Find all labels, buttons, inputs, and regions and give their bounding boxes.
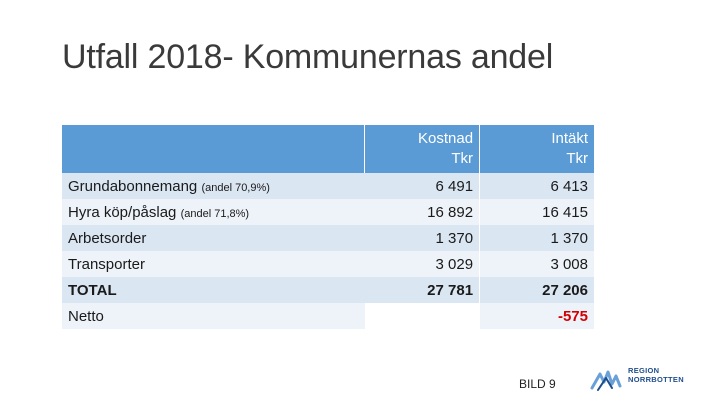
netto-intakt: -575: [480, 303, 594, 329]
row-intakt: 3 008: [480, 251, 594, 277]
row-label-text: Transporter: [68, 255, 145, 273]
table-row: Hyra köp/påslag (andel 71,8%) 16 892 16 …: [62, 199, 594, 225]
header-label-cell: [62, 125, 366, 173]
slide-title: Utfall 2018- Kommunernas andel: [62, 38, 554, 76]
row-kostnad: 1 370: [365, 225, 481, 251]
header-kostnad: Kostnad Tkr: [365, 125, 481, 173]
header-intakt-line2: Tkr: [566, 150, 588, 167]
results-table: Kostnad Tkr Intäkt Tkr Grundabonnemang (…: [62, 125, 594, 329]
row-label: Grundabonnemang (andel 70,9%): [62, 173, 366, 199]
table-row: Transporter 3 029 3 008: [62, 251, 594, 277]
header-intakt-line1: Intäkt: [551, 130, 588, 147]
netto-row: Netto -575: [62, 303, 594, 329]
logo-line2: NORRBOTTEN: [628, 375, 684, 384]
header-kostnad-line2: Tkr: [451, 150, 474, 167]
row-label: Arbetsorder: [62, 225, 366, 251]
row-label-text: Grundabonnemang: [68, 177, 198, 195]
row-intakt: 16 415: [480, 199, 594, 225]
total-row: TOTAL 27 781 27 206: [62, 277, 594, 303]
slide-number: BILD 9: [519, 377, 556, 391]
region-norrbotten-logo-icon: [590, 370, 622, 391]
row-label-note: (andel 71,8%): [180, 207, 250, 220]
table-header-row: Kostnad Tkr Intäkt Tkr: [62, 125, 594, 173]
row-label: Hyra köp/påslag (andel 71,8%): [62, 199, 366, 225]
total-intakt: 27 206: [480, 277, 594, 303]
row-kostnad: 16 892: [365, 199, 481, 225]
total-kostnad: 27 781: [365, 277, 481, 303]
total-label: TOTAL: [62, 277, 366, 303]
row-label-text: Hyra köp/påslag: [68, 203, 177, 221]
netto-kostnad: [365, 303, 481, 329]
logo-text: REGION NORRBOTTEN: [628, 366, 684, 384]
header-intakt: Intäkt Tkr: [480, 125, 594, 173]
row-label: Transporter: [62, 251, 366, 277]
netto-label: Netto: [62, 303, 366, 329]
table-row: Grundabonnemang (andel 70,9%) 6 491 6 41…: [62, 173, 594, 199]
row-intakt: 6 413: [480, 173, 594, 199]
header-kostnad-line1: Kostnad: [418, 130, 474, 147]
row-kostnad: 3 029: [365, 251, 481, 277]
row-kostnad: 6 491: [365, 173, 481, 199]
logo-line1: REGION: [628, 366, 660, 375]
row-intakt: 1 370: [480, 225, 594, 251]
row-label-note: (andel 70,9%): [201, 181, 270, 194]
row-label-text: Arbetsorder: [68, 229, 147, 247]
table-row: Arbetsorder 1 370 1 370: [62, 225, 594, 251]
